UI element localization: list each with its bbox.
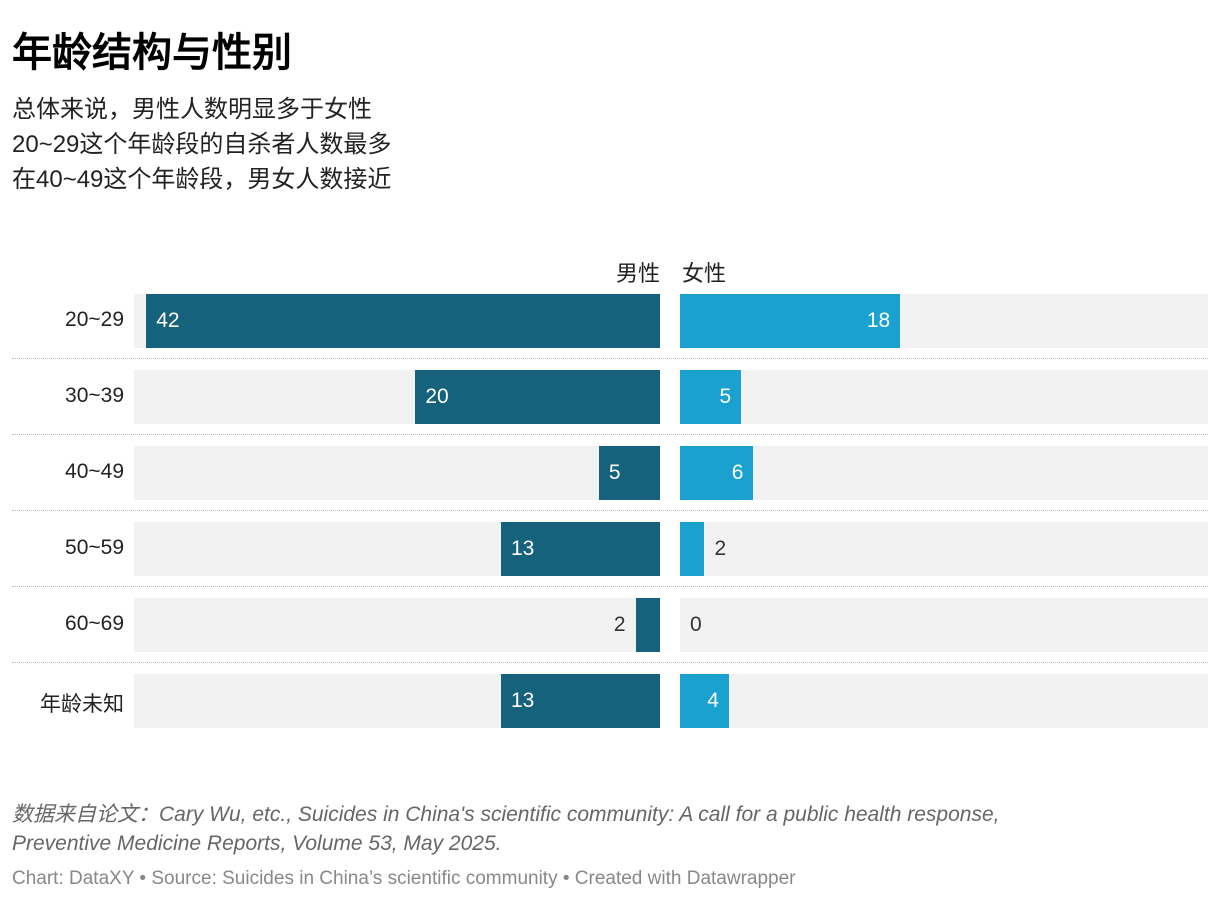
- chart-title: 年龄结构与性别: [12, 31, 292, 75]
- male-value-label: 2: [613, 613, 626, 636]
- subtitle-line: 在40~49这个年龄段，男女人数接近: [12, 166, 392, 193]
- female-header: 女性: [682, 261, 727, 286]
- female-bar: [680, 370, 742, 424]
- female-value-label: 5: [719, 385, 732, 408]
- footer: Chart: DataXY • Source: Suicides in Chin…: [12, 868, 796, 889]
- male-value-label: 13: [510, 537, 535, 560]
- source-note: 数据来自论文：Cary Wu, etc., Suicides in China'…: [12, 800, 999, 858]
- female-bar-background: [680, 446, 1208, 500]
- male-bar: [415, 370, 660, 424]
- female-bar-background: [680, 674, 1208, 728]
- female-bar: [680, 294, 901, 348]
- row-label: 40~49: [65, 460, 124, 483]
- male-header: 男性: [615, 261, 660, 286]
- male-bar: [146, 294, 660, 348]
- subtitle-line: 总体来说，男性人数明显多于女性: [12, 96, 372, 123]
- row-separator: [12, 510, 1208, 511]
- female-bar: [680, 522, 705, 576]
- female-bar: [680, 446, 754, 500]
- male-bar-background: [134, 598, 660, 652]
- male-bar: [500, 522, 660, 576]
- row-label: 年龄未知: [40, 693, 124, 716]
- male-value-label: 42: [156, 309, 180, 332]
- male-value-label: 13: [510, 689, 535, 712]
- note-line: 数据来自论文：Cary Wu, etc., Suicides in China'…: [12, 803, 1000, 826]
- male-bar-background: [134, 446, 660, 500]
- male-bar: [598, 446, 660, 500]
- row-separator: [12, 358, 1208, 359]
- male-bar: [500, 674, 660, 728]
- female-value-label: 0: [690, 613, 702, 636]
- male-value-label: 5: [608, 461, 621, 484]
- row-separator: [12, 434, 1208, 435]
- female-value-label: 2: [714, 537, 727, 560]
- row-separator: [12, 662, 1208, 663]
- subtitle-line: 20~29这个年龄段的自杀者人数最多: [12, 131, 392, 158]
- female-bar: [680, 674, 729, 728]
- female-bar-background: [680, 522, 1208, 576]
- row-separator: [12, 586, 1208, 587]
- female-value-label: 6: [731, 461, 744, 484]
- female-value-label: 4: [707, 689, 719, 712]
- female-bar-background: [680, 598, 1208, 652]
- note-line: Preventive Medicine Reports, Volume 53, …: [12, 832, 502, 855]
- row-label: 30~39: [65, 384, 124, 407]
- row-label: 60~69: [65, 612, 124, 635]
- row-label: 20~29: [65, 308, 124, 331]
- male-bar: [635, 598, 660, 652]
- chart-subtitle: 总体来说，男性人数明显多于女性 20~29这个年龄段的自杀者人数最多 在40~4…: [12, 92, 391, 197]
- row-label: 50~59: [65, 536, 124, 559]
- male-value-label: 20: [425, 385, 449, 408]
- female-value-label: 18: [866, 309, 891, 332]
- female-bar-background: [680, 370, 1208, 424]
